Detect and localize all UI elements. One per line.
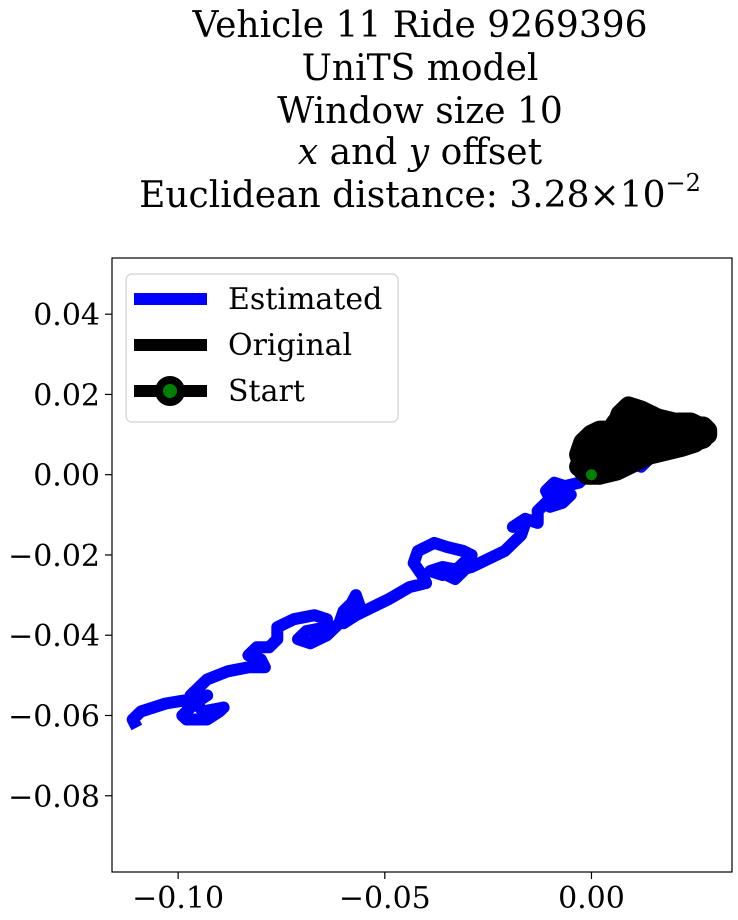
title-distance-base: 10 — [620, 175, 666, 216]
title-x-symbol: x — [298, 132, 318, 173]
legend-item-estimated: Estimated — [134, 282, 382, 317]
y-axis: 0.04 0.02 0.00 −0.02 −0.04 −0.06 −0.08 — [8, 298, 112, 815]
title-offset-text: offset — [429, 132, 542, 173]
title-distance-prefix: Euclidean distance: — [139, 175, 509, 216]
series-line-original — [569, 396, 718, 485]
x-tick-label: −0.05 — [339, 881, 431, 916]
legend-item-original: Original — [134, 328, 352, 363]
title-and-text: and — [318, 132, 409, 173]
chart-title: Vehicle 11 Ride 9269396 UniTS model Wind… — [139, 5, 701, 216]
axes-frame — [111, 257, 733, 873]
y-tick-label: 0.04 — [33, 298, 100, 333]
y-tick-label: −0.02 — [8, 539, 100, 574]
title-distance-mantissa: 3.28 — [509, 175, 589, 216]
y-tick-label: −0.08 — [8, 780, 100, 815]
title-distance-exponent: −2 — [666, 169, 701, 197]
title-line-5: Euclidean distance: 3.28×10−2 — [139, 169, 701, 216]
x-tick-label: −0.10 — [132, 881, 224, 916]
y-tick-label: 0.02 — [33, 378, 100, 413]
title-line-1: Vehicle 11 Ride 9269396 — [191, 5, 647, 46]
title-times-sign: × — [590, 175, 620, 216]
plot-series — [126, 396, 718, 731]
start-point-marker — [582, 466, 600, 484]
y-tick-label: 0.00 — [33, 459, 100, 494]
x-tick-label: 0.00 — [558, 881, 625, 916]
title-line-2: UniTS model — [302, 48, 539, 89]
legend-label: Original — [228, 328, 352, 363]
legend: Estimated Original Start — [125, 273, 399, 423]
legend-item-start: Start — [134, 374, 305, 409]
title-y-symbol: y — [407, 132, 430, 173]
y-tick-label: −0.06 — [8, 699, 100, 734]
y-tick-label: −0.04 — [8, 619, 100, 654]
x-axis: −0.10 −0.05 0.00 — [132, 872, 625, 916]
title-line-4: x and y offset — [298, 132, 543, 173]
legend-start-marker — [155, 376, 185, 406]
legend-label: Start — [228, 374, 305, 409]
title-line-3: Window size 10 — [277, 91, 563, 132]
legend-label: Estimated — [228, 282, 382, 317]
